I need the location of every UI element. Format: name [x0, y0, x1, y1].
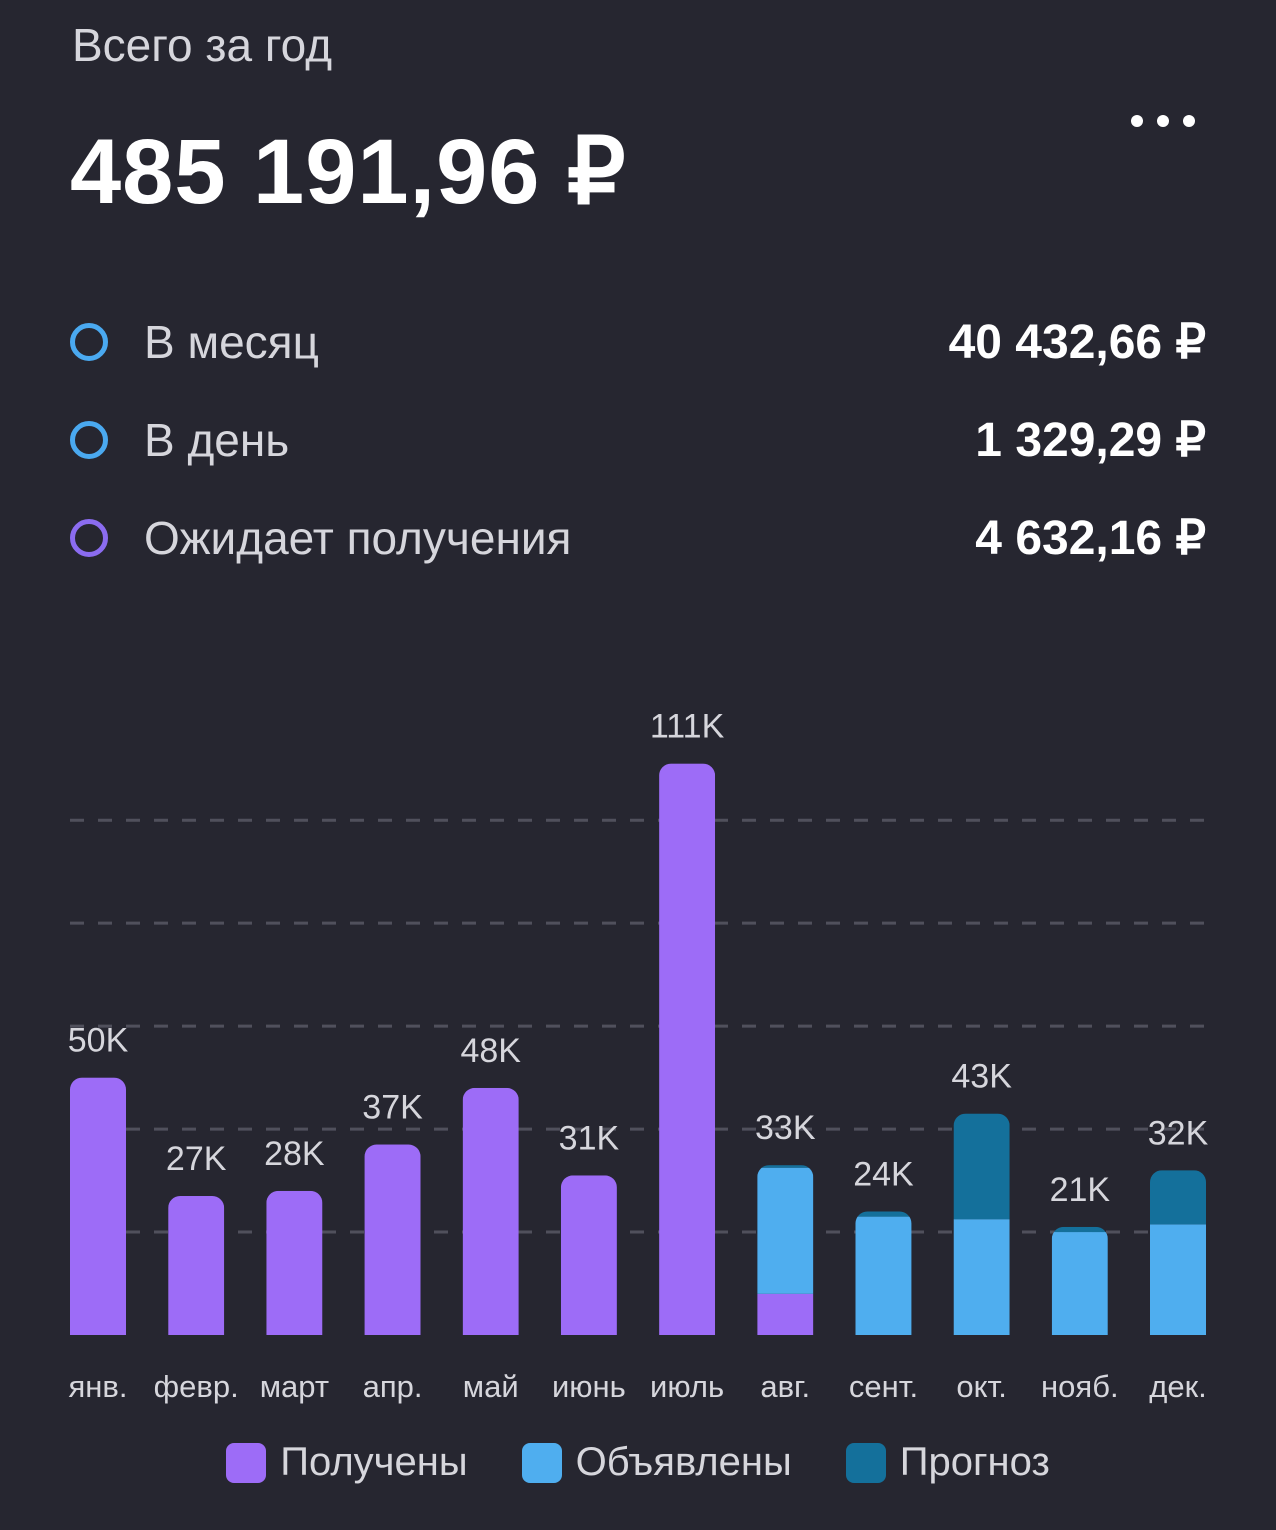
bar-segment-forecast — [1150, 1170, 1206, 1225]
legend-item-declared[interactable]: Объявлены — [521, 1440, 792, 1485]
stat-label: В месяц — [144, 316, 319, 368]
page-title: Всего за год — [72, 19, 333, 71]
x-tick-label: нояб. — [1041, 1369, 1119, 1404]
circle-icon — [70, 421, 108, 459]
stat-row-daily: В день 1 329,29 ₽ — [70, 410, 1206, 470]
bar-segment-received — [168, 1196, 225, 1335]
legend-label: Получены — [280, 1440, 468, 1484]
stat-value: 1 329,29 ₽ — [975, 414, 1206, 467]
bar-value-label: 24K — [853, 1155, 914, 1193]
bar-segment-declared — [1051, 1232, 1108, 1335]
x-tick-label: окт. — [956, 1369, 1007, 1404]
x-tick-label: авг. — [760, 1369, 810, 1404]
bar-segment-forecast — [953, 1113, 1010, 1220]
x-tick-label: май — [463, 1369, 519, 1404]
stat-row-pending: Ожидает получения 4 632,16 ₽ — [70, 508, 1206, 568]
x-tick-label: март — [260, 1369, 329, 1404]
bar-value-label: 111K — [650, 708, 725, 746]
bar-segment-received — [462, 1087, 519, 1335]
bar-value-label: 32K — [1148, 1114, 1209, 1152]
stat-label: В день — [144, 414, 290, 466]
bar-segment-received — [70, 1077, 126, 1335]
circle-icon — [70, 519, 108, 557]
x-tick-label: сент. — [849, 1369, 918, 1404]
legend-item-received[interactable]: Получены — [226, 1440, 468, 1485]
legend-label: Объявлены — [575, 1440, 792, 1484]
bar-segment-received — [659, 763, 716, 1335]
legend-label: Прогноз — [899, 1440, 1050, 1484]
bar-value-label: 48K — [460, 1032, 521, 1070]
bar-value-label: 21K — [1050, 1171, 1111, 1209]
legend-swatch — [845, 1442, 886, 1483]
bar-value-label: 37K — [362, 1089, 423, 1127]
legend-swatch — [226, 1442, 267, 1483]
x-tick-label: февр. — [154, 1369, 239, 1404]
stat-value: 4 632,16 ₽ — [975, 512, 1206, 565]
bar-segment-forecast — [757, 1165, 814, 1168]
legend-swatch — [521, 1442, 562, 1483]
bar-value-label: 28K — [264, 1135, 325, 1173]
bar-segment-declared — [1150, 1224, 1206, 1335]
more-menu-icon[interactable] — [1118, 100, 1208, 142]
total-amount: 485 191,96 ₽ — [70, 121, 627, 223]
stat-label: Ожидает получения — [144, 512, 572, 564]
x-tick-label: июль — [650, 1369, 724, 1404]
bar-segment-received — [757, 1293, 814, 1335]
stat-value: 40 432,66 ₽ — [948, 316, 1206, 369]
bar-segment-declared — [953, 1219, 1010, 1335]
income-bar-chart: 50K янв. 27K февр. 28K март 37K апр. 48K май 31K ию… — [68, 708, 1209, 1404]
legend-item-forecast[interactable]: Прогноз — [845, 1440, 1050, 1485]
bar-segment-declared — [757, 1167, 814, 1294]
bar-value-label: 43K — [951, 1058, 1012, 1096]
circle-icon — [70, 323, 108, 361]
bar-value-label: 50K — [68, 1022, 129, 1060]
bar-segment-forecast — [855, 1211, 912, 1217]
stat-row-monthly: В месяц 40 432,66 ₽ — [70, 312, 1206, 372]
bar-segment-received — [364, 1144, 421, 1335]
bar-segment-forecast — [1051, 1226, 1108, 1233]
bar-segment-declared — [855, 1216, 912, 1335]
bar-segment-received — [266, 1190, 323, 1335]
bar-segment-received — [560, 1175, 617, 1335]
x-tick-label: апр. — [363, 1369, 423, 1404]
bar-value-label: 27K — [166, 1140, 227, 1178]
bar-value-label: 31K — [559, 1119, 620, 1157]
x-tick-label: дек. — [1149, 1369, 1207, 1404]
chart-legend: Получены Объявлены Прогноз — [0, 1440, 1276, 1485]
bar-value-label: 33K — [755, 1109, 816, 1147]
x-tick-label: июнь — [552, 1369, 626, 1404]
x-tick-label: янв. — [69, 1369, 128, 1404]
